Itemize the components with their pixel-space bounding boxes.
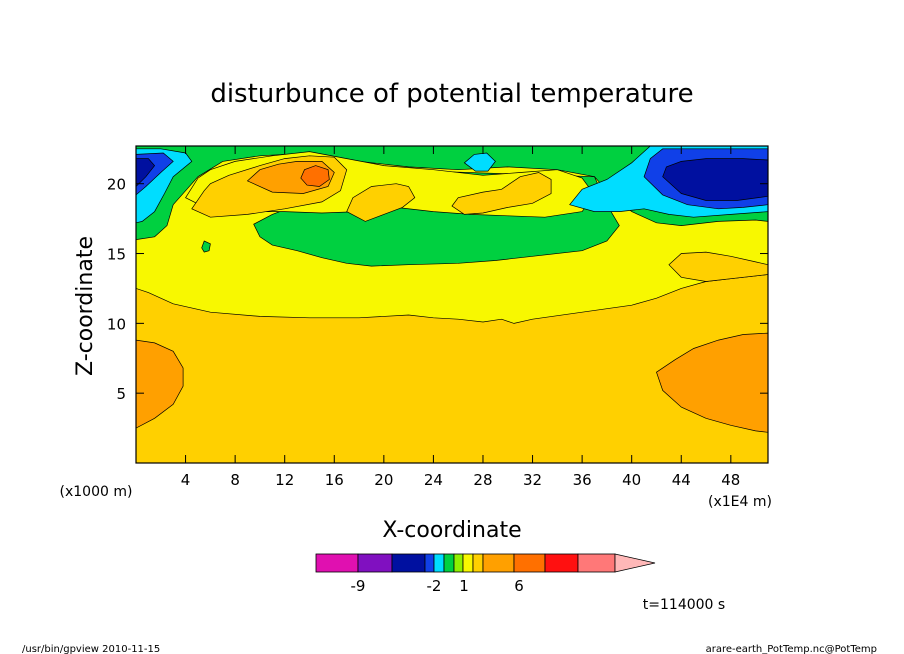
colorbar: [315, 553, 656, 573]
footer-right: arare-earth_PotTemp.nc@PotTemp: [706, 644, 877, 654]
colorbar-tick-labels: -9 -2 1 6: [351, 577, 524, 595]
x-axis-ticks: 4 8 12 16 20 24 28 32 36 40 44 48: [181, 146, 740, 489]
x-tick-label: 4: [181, 471, 191, 489]
chart-title: disturbunce of potential temperature: [210, 79, 693, 109]
colorbar-segment: [424, 553, 435, 573]
contour-region-orange-2: [300, 165, 330, 187]
x-axis-label: X-coordinate: [382, 518, 521, 543]
x-tick-label: 28: [473, 471, 492, 489]
colorbar-arrow: [614, 553, 656, 573]
colorbar-tick-label: 1: [459, 577, 469, 595]
x-unit-label: (x1000 m): [60, 484, 133, 500]
contour-region-warm-top-3: [451, 172, 552, 215]
contour-region-cyan-blob: [463, 152, 496, 172]
contour-region-orange-bottom-left: [136, 339, 184, 429]
y-axis-ticks: 5 10 15 20: [107, 176, 768, 403]
colorbar-segment: [472, 553, 484, 573]
y-tick-label: 5: [116, 385, 126, 403]
contour-region-warm-top-2: [346, 183, 416, 222]
x-tick-label: 44: [672, 471, 691, 489]
x-tick-label: 12: [275, 471, 294, 489]
contour-region-orange-bottom-right: [656, 332, 768, 433]
colorbar-segment: [357, 553, 393, 573]
contour-region-navy-left: [136, 158, 156, 187]
contour-regions: [136, 146, 768, 463]
colorbar-tick-label: -9: [351, 577, 366, 595]
x-tick-label: 40: [622, 471, 641, 489]
y-tick-label: 20: [107, 176, 126, 194]
y-tick-label: 15: [107, 246, 126, 264]
colorbar-segment: [443, 553, 455, 573]
x-tick-label: 48: [721, 471, 740, 489]
contour-region-near-zero: [136, 146, 768, 240]
y-tick-label: 10: [107, 315, 126, 333]
colorbar-segment: [577, 553, 616, 573]
colorbar-segment: [513, 553, 546, 573]
x-tick-label: 20: [374, 471, 393, 489]
x-tick-label: 32: [523, 471, 542, 489]
time-label: t=114000 s: [643, 597, 725, 613]
colorbar-segment: [462, 553, 474, 573]
colorbar-segment: [433, 553, 445, 573]
colorbar-tick-label: 6: [514, 577, 524, 595]
plot-frame: [135, 145, 769, 464]
footer-left: /usr/bin/gpview 2010-11-15: [22, 644, 160, 654]
contour-region-green-blob: [201, 240, 211, 253]
y-axis-label: Z-coordinate: [73, 236, 98, 376]
colorbar-segment: [453, 553, 464, 573]
contour-region-navy-right: [662, 158, 768, 201]
x-tick-label: 8: [230, 471, 240, 489]
colorbar-segment: [544, 553, 579, 573]
x-unit-label-right: (x1E4 m): [708, 494, 772, 510]
x-tick-label: 36: [573, 471, 592, 489]
x-tick-label: 24: [424, 471, 443, 489]
colorbar-segment: [391, 553, 426, 573]
colorbar-segment: [315, 553, 359, 573]
colorbar-segment: [482, 553, 515, 573]
contour-region-warm-inner: [668, 251, 768, 282]
colorbar-tick-label: -2: [427, 577, 442, 595]
x-tick-label: 16: [325, 471, 344, 489]
